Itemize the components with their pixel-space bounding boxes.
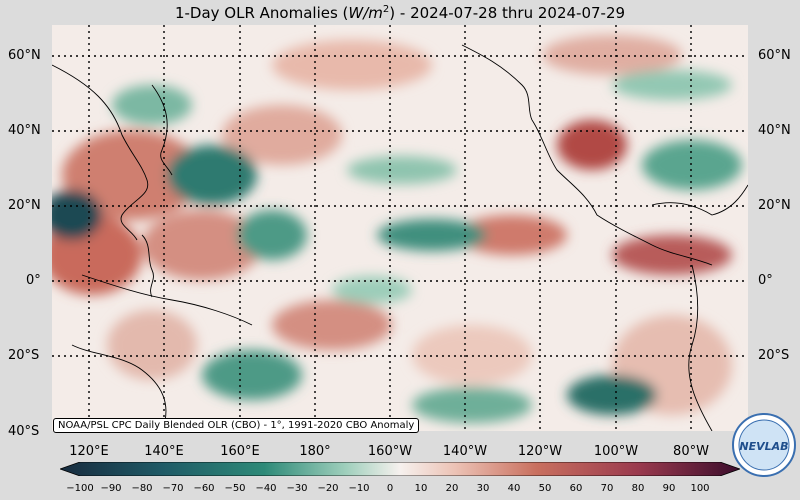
lat-label-right: 60°N (758, 48, 791, 63)
positive-anomaly (272, 40, 432, 90)
colorbar (60, 462, 740, 476)
title-suffix: ) - 2024-07-28 thru 2024-07-29 (389, 4, 626, 22)
negative-anomaly (202, 350, 302, 400)
positive-anomaly (557, 120, 627, 170)
map-canvas (52, 25, 748, 431)
coastlines (52, 44, 748, 431)
alaska-coastline (461, 44, 533, 121)
lon-label: 100°W (593, 444, 639, 459)
lon-label: 140°W (442, 444, 488, 459)
colorbar-tick-label: −20 (317, 483, 339, 494)
colorbar-tick-label: −50 (224, 483, 246, 494)
caribbean-coastline (651, 184, 748, 216)
olr-anomaly-map (52, 25, 748, 431)
colorbar-tick-label: −10 (348, 483, 370, 494)
positive-anomaly (142, 210, 262, 280)
positive-anomaly (107, 310, 197, 380)
lat-label-right: 40°N (758, 123, 791, 138)
asia-coastline (52, 64, 149, 241)
colorbar-tick-label: 30 (476, 483, 490, 494)
map-title: 1-Day OLR Anomalies (W/m2) - 2024-07-28 … (0, 0, 800, 23)
colorbar-tick-label: −90 (100, 483, 122, 494)
negative-anomaly (567, 375, 657, 415)
colorbar-tick-label: 0 (386, 483, 394, 494)
lat-label-right: 20°N (758, 198, 791, 213)
north-america-coastline (531, 119, 713, 266)
colorbar-tick-label: −80 (131, 483, 153, 494)
lon-label: 160°W (367, 444, 413, 459)
lat-label-left: 20°S (8, 348, 40, 363)
philippines-coastline (141, 234, 154, 298)
south-america-coastline (688, 264, 713, 431)
indonesia-coastline (81, 274, 253, 326)
negative-anomaly (612, 70, 732, 100)
colorbar-gradient (60, 462, 740, 476)
colorbar-tick-label: 70 (600, 483, 614, 494)
colorbar-tick-label: 60 (569, 483, 583, 494)
title-unit: W/m (348, 4, 383, 22)
lon-label: 160°E (220, 444, 260, 459)
lon-label: 80°W (673, 444, 709, 459)
negative-anomaly (237, 210, 307, 260)
japan-coastline (151, 84, 173, 176)
lat-label-right: 20°S (758, 348, 790, 363)
positive-anomaly (542, 35, 682, 75)
lon-label: 120°E (69, 444, 109, 459)
colorbar-tick-label: −100 (66, 483, 94, 494)
negative-anomaly (332, 276, 412, 304)
colorbar-tick-label: 90 (662, 483, 676, 494)
colorbar-tick-label: 80 (631, 483, 645, 494)
colorbar-tick-label: 40 (507, 483, 521, 494)
lat-label-left: 40°N (8, 123, 41, 138)
australia-coastline (71, 344, 167, 431)
colorbar-tick-label: −60 (193, 483, 215, 494)
negative-anomaly (167, 145, 257, 205)
positive-anomaly (612, 235, 732, 275)
colorbar-tick-label: 10 (414, 483, 428, 494)
data-source-credit: NOAA/PSL CPC Daily Blended OLR (CBO) - 1… (53, 418, 420, 433)
colorbar-tick-label: −40 (255, 483, 277, 494)
negative-anomaly (52, 190, 102, 240)
lat-label-right: 0° (758, 273, 773, 288)
lat-label-left: 40°S (8, 424, 40, 439)
lat-label-left: 0° (26, 273, 41, 288)
positive-anomaly (62, 130, 202, 220)
logo-text: NEVLAB (739, 440, 788, 453)
negative-anomaly (347, 156, 457, 184)
lon-label: 180° (299, 444, 331, 459)
positive-anomaly (222, 105, 342, 165)
negative-anomaly (377, 219, 487, 251)
colorbar-tick-label: −70 (162, 483, 184, 494)
title-unit-exponent: 2 (382, 4, 390, 15)
colorbar-tick-label: 100 (690, 483, 710, 494)
negative-anomaly (112, 85, 192, 125)
nevlab-logo: NEVLAB (732, 413, 796, 477)
lat-label-left: 20°N (8, 198, 41, 213)
title-prefix: 1-Day OLR Anomalies ( (174, 4, 349, 22)
negative-anomaly (642, 140, 742, 190)
negative-anomaly (412, 387, 532, 423)
lat-label-left: 60°N (8, 48, 41, 63)
positive-anomaly (272, 300, 392, 350)
colorbar-tick-label: −30 (286, 483, 308, 494)
colorbar-tick-label: 50 (538, 483, 552, 494)
lon-label: 140°E (144, 444, 184, 459)
positive-anomaly (412, 325, 532, 385)
lon-label: 120°W (517, 444, 563, 459)
graticule (52, 25, 748, 431)
colorbar-tick-label: 20 (445, 483, 459, 494)
